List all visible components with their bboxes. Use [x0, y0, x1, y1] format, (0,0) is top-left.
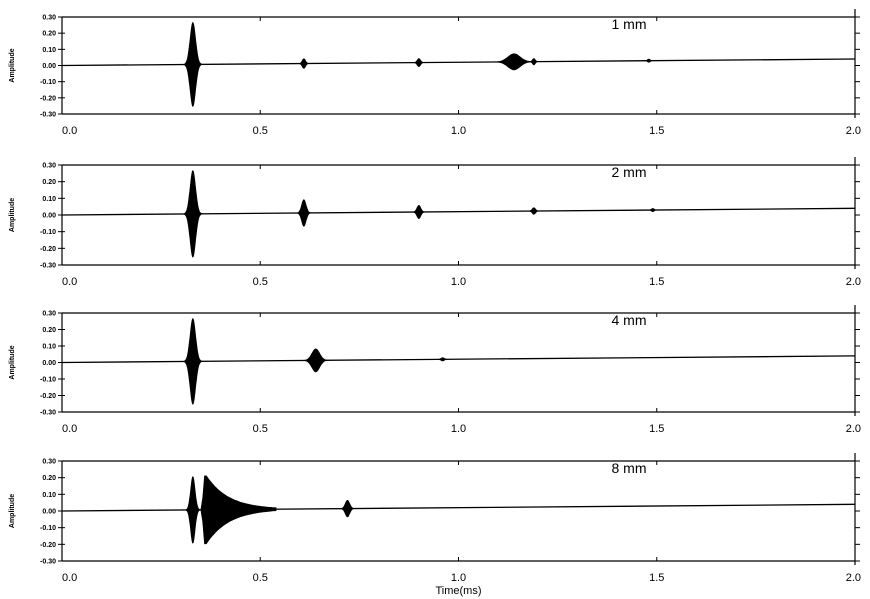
x-axis-label: Time(ms): [435, 585, 481, 597]
y-tick-label: 0.30: [42, 15, 56, 22]
y-tick-label: 0.10: [42, 47, 56, 54]
signal-burst: [301, 348, 331, 373]
y-tick-label: 0.30: [42, 163, 56, 170]
signal-burst: [182, 21, 204, 107]
panel-label: 2 mm: [611, 164, 646, 180]
y-tick-label: -0.10: [40, 229, 56, 236]
panel-label: 1 mm: [611, 16, 646, 32]
y-tick-label: 0.20: [42, 31, 56, 38]
y-tick-label: -0.20: [40, 95, 56, 102]
y-tick-label: 0.10: [42, 492, 56, 499]
signal-burst: [184, 476, 202, 544]
x-tick-label: 0.0: [62, 125, 77, 137]
x-tick-label: 1.5: [649, 125, 664, 137]
signal-burst: [411, 204, 427, 220]
y-tick-label: 0.00: [42, 509, 56, 516]
y-tick-label: -0.30: [40, 410, 56, 417]
signal-burst: [182, 170, 204, 258]
x-tick-label: 1.5: [649, 423, 664, 435]
x-tick-label: 0.5: [253, 423, 268, 435]
x-tick-label: 2.0: [846, 276, 861, 288]
x-tick-label: 2.0: [846, 572, 861, 584]
signal-burst: [295, 199, 313, 227]
y-tick-label: 0.20: [42, 475, 56, 482]
signal-burst: [647, 208, 658, 212]
x-tick-label: 0.0: [62, 572, 77, 584]
x-tick-label: 1.5: [649, 276, 664, 288]
signal-burst: [339, 499, 356, 518]
y-tick-label: 0.00: [42, 63, 56, 70]
y-tick-label: -0.30: [40, 559, 56, 566]
signal-burst: [200, 475, 277, 545]
y-tick-label: -0.20: [40, 246, 56, 253]
signal-baseline: [61, 58, 856, 67]
y-axis-label: Amplitude: [9, 345, 16, 379]
x-tick-label: 1.0: [451, 276, 466, 288]
signal-burst: [182, 318, 204, 405]
signal-burst: [527, 207, 540, 215]
y-tick-label: 0.30: [42, 311, 56, 318]
x-tick-label: 0.0: [62, 276, 77, 288]
x-tick-label: 1.0: [451, 125, 466, 137]
signal-burst: [528, 58, 539, 66]
x-tick-label: 1.5: [649, 572, 664, 584]
panel-label: 8 mm: [611, 460, 646, 476]
x-tick-label: 0.5: [253, 125, 268, 137]
signal-baseline: [61, 503, 856, 512]
x-tick-label: 0.0: [62, 423, 77, 435]
y-tick-label: 0.00: [42, 213, 56, 220]
x-tick-label: 2.0: [846, 125, 861, 137]
x-tick-label: 0.5: [253, 276, 268, 288]
y-tick-label: -0.10: [40, 377, 56, 384]
y-tick-label: 0.10: [42, 344, 56, 351]
y-tick-label: 0.00: [42, 360, 56, 367]
panel-3: 0.30 0.20 0.10 0.00 -0.10 -0.20 -0.30 0.0 0.5 1.0…: [9, 305, 861, 435]
x-tick-label: 1.0: [451, 572, 466, 584]
y-tick-label: -0.10: [40, 79, 56, 86]
y-axis-label: Amplitude: [9, 494, 16, 528]
y-axis-label: Amplitude: [9, 48, 16, 82]
signal-burst: [297, 58, 311, 69]
y-tick-label: -0.20: [40, 393, 56, 400]
y-tick-label: -0.30: [40, 112, 56, 119]
y-tick-label: -0.20: [40, 542, 56, 549]
signal-baseline: [61, 355, 856, 364]
x-tick-label: 2.0: [846, 423, 861, 435]
x-tick-label: 1.0: [451, 423, 466, 435]
signal-baseline: [61, 207, 856, 216]
y-tick-label: 0.20: [42, 179, 56, 186]
panel-2: 0.30 0.20 0.10 0.00 -0.10 -0.20 -0.30 0.0 0.5 1.0…: [9, 157, 861, 288]
y-tick-label: 0.30: [42, 459, 56, 466]
x-tick-label: 0.5: [253, 572, 268, 584]
panel-1: 0.30 0.20 0.10 0.00 -0.10 -0.20 -0.30 0.0 0.5 1.0…: [9, 9, 861, 137]
y-tick-label: -0.30: [40, 263, 56, 270]
y-tick-label: -0.10: [40, 525, 56, 532]
panel-label: 4 mm: [611, 312, 646, 328]
signal-burst: [412, 58, 426, 67]
y-tick-label: 0.10: [42, 196, 56, 203]
y-axis-label: Amplitude: [9, 198, 16, 232]
y-tick-label: 0.20: [42, 327, 56, 334]
signal-burst: [643, 58, 654, 63]
signal-burst: [436, 357, 449, 362]
panel-4: 0.30 0.20 0.10 0.00 -0.10 -0.20 -0.30 0.0 0.5 1.0…: [9, 453, 861, 597]
